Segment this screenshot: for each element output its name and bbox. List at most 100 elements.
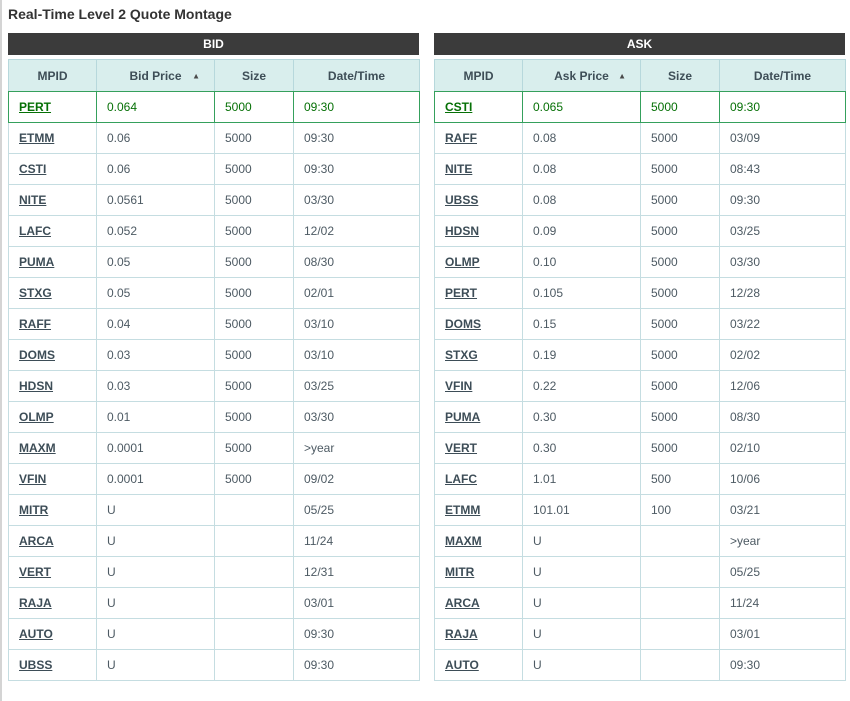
table-row: PUMA 0.30 5000 08/30	[434, 401, 846, 433]
mpid-link[interactable]: VERT	[445, 441, 478, 455]
table-row: ARCA U 11/24	[434, 587, 846, 619]
table-row: HDSN 0.09 5000 03/25	[434, 215, 846, 247]
mpid-link[interactable]: PUMA	[19, 255, 55, 269]
price-cell: U	[522, 556, 641, 588]
price-cell: 0.105	[522, 277, 641, 309]
mpid-link[interactable]: RAJA	[19, 596, 52, 610]
datetime-cell: 12/02	[293, 215, 420, 247]
table-row: MITR U 05/25	[434, 556, 846, 588]
table-row: RAJA U 03/01	[8, 587, 420, 619]
datetime-cell: 12/31	[293, 556, 420, 588]
mpid-link[interactable]: AUTO	[445, 658, 479, 672]
table-row: RAFF 0.04 5000 03/10	[8, 308, 420, 340]
mpid-link[interactable]: STXG	[19, 286, 52, 300]
table-row: CSTI 0.065 5000 09:30	[434, 91, 846, 123]
price-cell: 0.03	[96, 339, 215, 371]
table-row: MITR U 05/25	[8, 494, 420, 526]
mpid-link[interactable]: HDSN	[19, 379, 54, 393]
datetime-cell: 02/10	[719, 432, 846, 464]
mpid-link[interactable]: ARCA	[19, 534, 54, 548]
mpid-link[interactable]: RAFF	[19, 317, 51, 331]
size-cell: 100	[640, 494, 720, 526]
mpid-cell: VERT	[434, 432, 523, 464]
table-row: MAXM 0.0001 5000 >year	[8, 432, 420, 464]
datetime-cell: 09:30	[719, 184, 846, 216]
mpid-link[interactable]: OLMP	[445, 255, 480, 269]
mpid-link[interactable]: MAXM	[445, 534, 482, 548]
price-cell: 0.08	[522, 153, 641, 185]
mpid-cell: MAXM	[434, 525, 523, 557]
mpid-link[interactable]: LAFC	[445, 472, 477, 486]
mpid-link[interactable]: UBSS	[19, 658, 53, 672]
mpid-link[interactable]: MAXM	[19, 441, 56, 455]
column-header-datetime[interactable]: Date/Time	[293, 59, 420, 92]
mpid-cell: AUTO	[434, 649, 523, 681]
column-header-size[interactable]: Size	[640, 59, 720, 92]
mpid-cell: RAJA	[8, 587, 97, 619]
size-cell: 5000	[640, 432, 720, 464]
size-cell: 5000	[214, 432, 294, 464]
datetime-cell: 02/02	[719, 339, 846, 371]
price-cell: 0.0561	[96, 184, 215, 216]
size-cell: 5000	[640, 246, 720, 278]
size-cell: 5000	[214, 339, 294, 371]
mpid-cell: RAFF	[8, 308, 97, 340]
datetime-cell: 08/30	[293, 246, 420, 278]
datetime-cell: 12/28	[719, 277, 846, 309]
mpid-link[interactable]: HDSN	[445, 224, 480, 238]
mpid-link[interactable]: MITR	[19, 503, 49, 517]
mpid-link[interactable]: CSTI	[19, 162, 47, 176]
size-cell: 5000	[214, 370, 294, 402]
mpid-link[interactable]: RAJA	[445, 627, 478, 641]
column-header-size[interactable]: Size	[214, 59, 294, 92]
column-header-bid-price[interactable]: Bid Price ▲	[96, 59, 215, 92]
sort-asc-icon[interactable]: ▲	[192, 71, 200, 80]
mpid-link[interactable]: DOMS	[445, 317, 481, 331]
mpid-link[interactable]: OLMP	[19, 410, 54, 424]
mpid-link[interactable]: DOMS	[19, 348, 55, 362]
sort-asc-icon[interactable]: ▲	[618, 71, 626, 80]
mpid-link[interactable]: VERT	[19, 565, 52, 579]
mpid-link[interactable]: PERT	[19, 100, 52, 114]
mpid-link[interactable]: PUMA	[445, 410, 481, 424]
price-cell: U	[96, 525, 215, 557]
table-row: STXG 0.19 5000 02/02	[434, 339, 846, 371]
mpid-link[interactable]: VFIN	[19, 472, 47, 486]
datetime-cell: 09:30	[719, 649, 846, 681]
size-cell: 500	[640, 463, 720, 495]
table-row: DOMS 0.15 5000 03/22	[434, 308, 846, 340]
mpid-link[interactable]: ARCA	[445, 596, 480, 610]
mpid-link[interactable]: NITE	[19, 193, 47, 207]
size-cell	[640, 556, 720, 588]
mpid-link[interactable]: VFIN	[445, 379, 473, 393]
mpid-link[interactable]: CSTI	[445, 100, 473, 114]
datetime-cell: 03/30	[293, 401, 420, 433]
datetime-cell: 03/30	[293, 184, 420, 216]
mpid-link[interactable]: ETMM	[19, 131, 55, 145]
column-header-datetime[interactable]: Date/Time	[719, 59, 846, 92]
datetime-cell: 03/25	[293, 370, 420, 402]
size-cell: 5000	[214, 277, 294, 309]
column-header-mpid[interactable]: MPID	[434, 59, 523, 92]
mpid-link[interactable]: RAFF	[445, 131, 477, 145]
price-cell: U	[96, 494, 215, 526]
mpid-cell: OLMP	[8, 401, 97, 433]
column-header-mpid[interactable]: MPID	[8, 59, 97, 92]
mpid-link[interactable]: NITE	[445, 162, 473, 176]
mpid-link[interactable]: LAFC	[19, 224, 51, 238]
size-cell: 5000	[214, 215, 294, 247]
mpid-cell: UBSS	[434, 184, 523, 216]
mpid-cell: AUTO	[8, 618, 97, 650]
price-cell: 0.03	[96, 370, 215, 402]
mpid-link[interactable]: MITR	[445, 565, 475, 579]
table-row: ARCA U 11/24	[8, 525, 420, 557]
mpid-link[interactable]: PERT	[445, 286, 478, 300]
datetime-cell: 09:30	[293, 618, 420, 650]
price-cell: 0.05	[96, 246, 215, 278]
mpid-link[interactable]: AUTO	[19, 627, 53, 641]
column-header-ask-price[interactable]: Ask Price ▲	[522, 59, 641, 92]
mpid-link[interactable]: STXG	[445, 348, 478, 362]
mpid-link[interactable]: UBSS	[445, 193, 479, 207]
mpid-link[interactable]: ETMM	[445, 503, 481, 517]
